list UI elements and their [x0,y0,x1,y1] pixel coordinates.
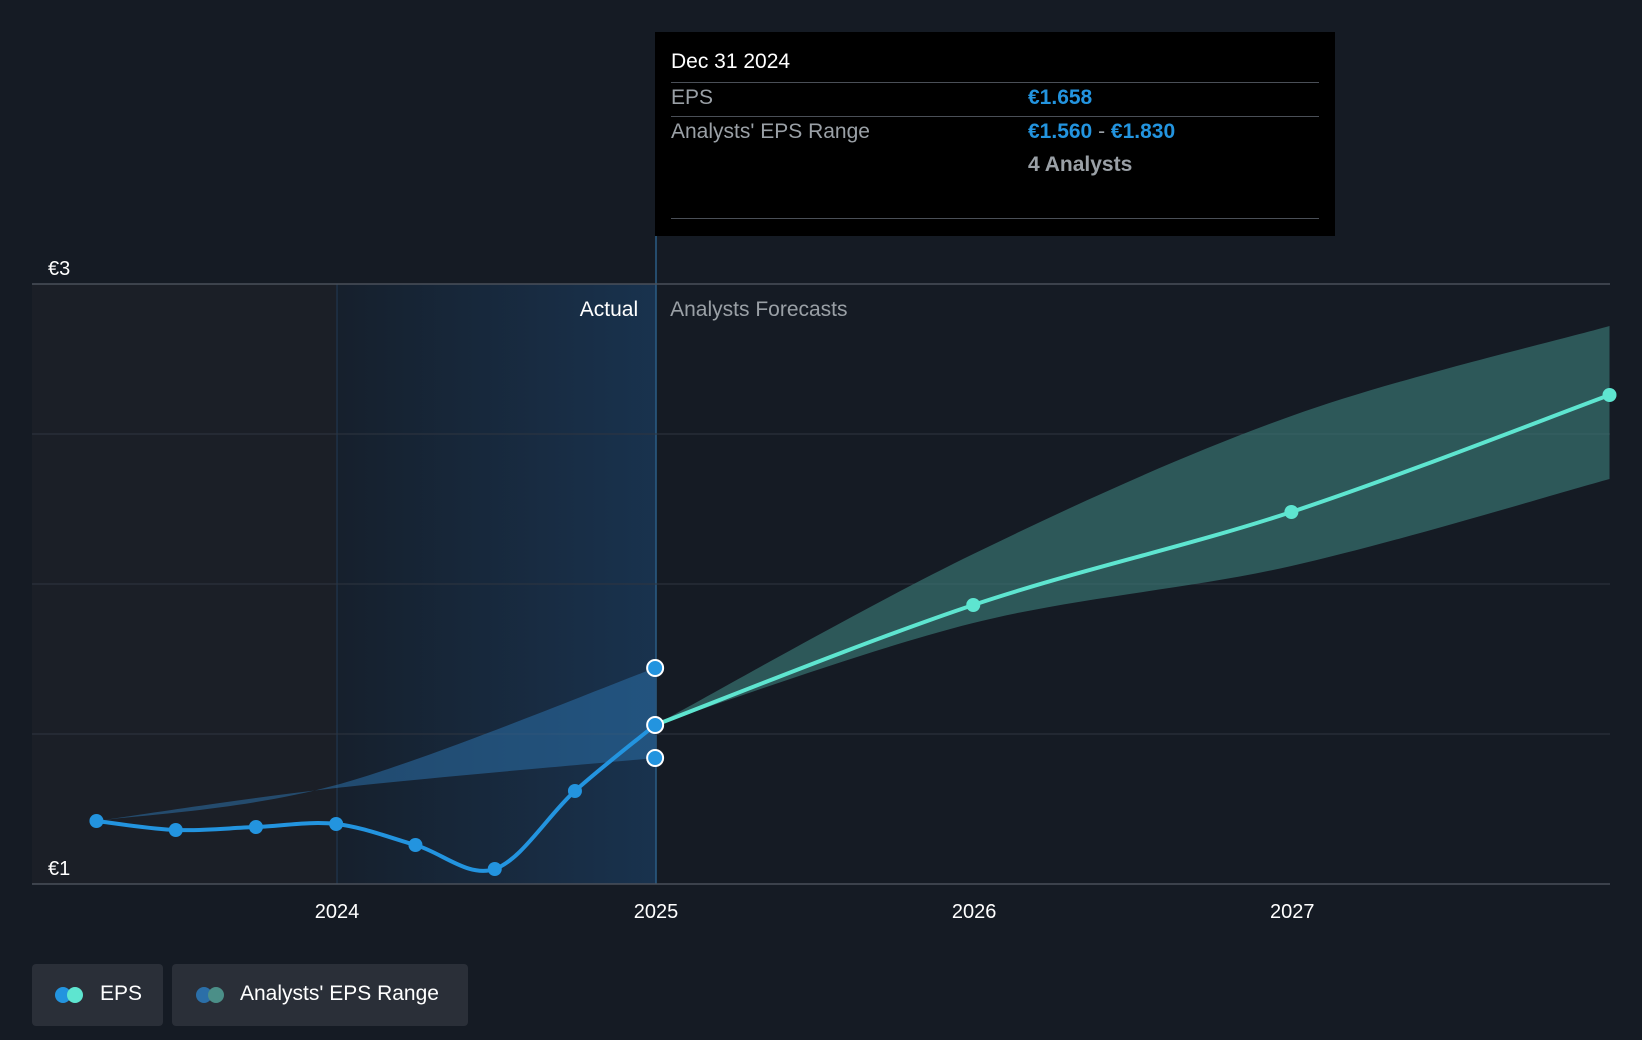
forecast-label: Analysts Forecasts [670,298,847,321]
forecast-range-area [655,326,1610,725]
eps-forecast-point [966,598,981,612]
past-range-area [96,668,656,821]
eps-point [168,823,183,837]
x-tick-label: 2024 [315,901,360,923]
tooltip-range-high: €1.830 [1110,120,1176,143]
tooltip: Dec 31 2024 EPS €1.658 Analysts' EPS Ran… [655,32,1335,236]
actual-label: Actual [580,298,638,321]
x-tick-label: 2027 [1270,901,1315,923]
eps-forecast-point [1284,505,1299,519]
y-tick-label: €3 [48,258,70,280]
highlight-range-low-point [646,749,665,767]
tooltip-divider [671,116,1319,117]
y-tick-label: €1 [48,858,70,880]
eps-forecast-point [1602,388,1617,402]
tooltip-date: Dec 31 2024 [671,50,791,73]
legend-eps-label: EPS [100,982,143,1005]
eps-forecast-line [654,393,1611,727]
x-tick-label: 2026 [952,901,997,923]
x-tick-label: 2025 [634,901,679,923]
eps-point [248,820,263,834]
tooltip-divider [671,218,1319,219]
tooltip-range-low: €1.560 [1028,120,1093,143]
tooltip-range-separator: - [1098,120,1106,143]
highlight-eps-point [646,716,665,734]
eps-point [89,814,104,828]
legend-range-label: Analysts' EPS Range [240,982,439,1005]
legend-eps[interactable]: EPS [32,964,163,1026]
range-forecast-legend-dot-icon [208,987,224,1003]
tooltip-analysts-count: 4 Analysts [1028,153,1133,176]
tooltip-eps-value: €1.658 [1028,86,1093,109]
tooltip-divider [671,82,1319,83]
tooltip-range-value: €1.560 - €1.830 [1028,120,1175,144]
eps-point [567,784,582,798]
tooltip-range-label: Analysts' EPS Range [671,120,870,143]
legend-range[interactable]: Analysts' EPS Range [172,964,468,1026]
tooltip-eps-label: EPS [671,86,714,109]
eps-point [329,817,344,831]
eps-forecast-legend-dot-icon [67,987,83,1003]
eps-point [408,838,423,852]
highlight-range-high-point [646,659,665,677]
eps-point [487,862,502,876]
